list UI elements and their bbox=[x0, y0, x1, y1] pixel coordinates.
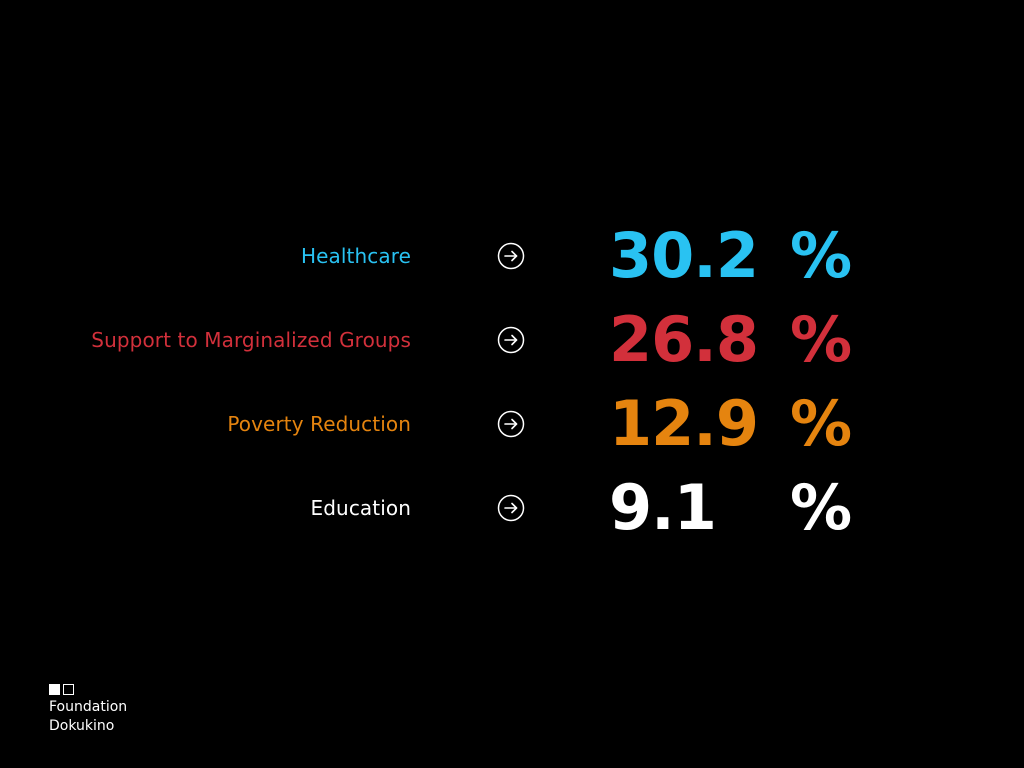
brand-logo: Foundation Dokukino bbox=[49, 684, 127, 736]
stat-value: 12.9 bbox=[609, 387, 759, 460]
logo-squares-icon bbox=[49, 684, 127, 695]
stat-value: 30.2 bbox=[609, 219, 759, 292]
stat-value: 9.1 bbox=[609, 471, 717, 544]
brand-name-line-1: Foundation bbox=[49, 699, 128, 715]
stat-row-poverty-reduction: Poverty Reduction 12.9 % bbox=[0, 382, 1024, 466]
stat-unit: % bbox=[790, 471, 853, 544]
arrow-right-circle-icon[interactable] bbox=[497, 494, 525, 522]
stat-label: Poverty Reduction bbox=[227, 412, 411, 436]
arrow-right-circle-icon[interactable] bbox=[497, 410, 525, 438]
stat-label: Healthcare bbox=[300, 244, 411, 268]
stat-unit: % bbox=[790, 219, 853, 292]
logo-filled-square bbox=[49, 684, 60, 695]
stat-label: Education bbox=[310, 496, 411, 520]
logo-outline-square bbox=[63, 684, 74, 695]
stat-unit: % bbox=[790, 303, 853, 376]
arrow-right-circle-icon[interactable] bbox=[497, 326, 525, 354]
stat-row-support-to-marginalized-groups: Support to Marginalized Groups 26.8 % bbox=[0, 298, 1024, 382]
arrow-right-circle-icon[interactable] bbox=[497, 242, 525, 270]
stat-row-education: Education 9.1 % bbox=[0, 466, 1024, 550]
stat-row-healthcare: Healthcare 30.2 % bbox=[0, 214, 1024, 298]
stat-label: Support to Marginalized Groups bbox=[91, 328, 411, 352]
stat-value: 26.8 bbox=[609, 303, 759, 376]
stat-unit: % bbox=[790, 387, 853, 460]
brand-name-line-2: Dokukino bbox=[49, 718, 115, 734]
